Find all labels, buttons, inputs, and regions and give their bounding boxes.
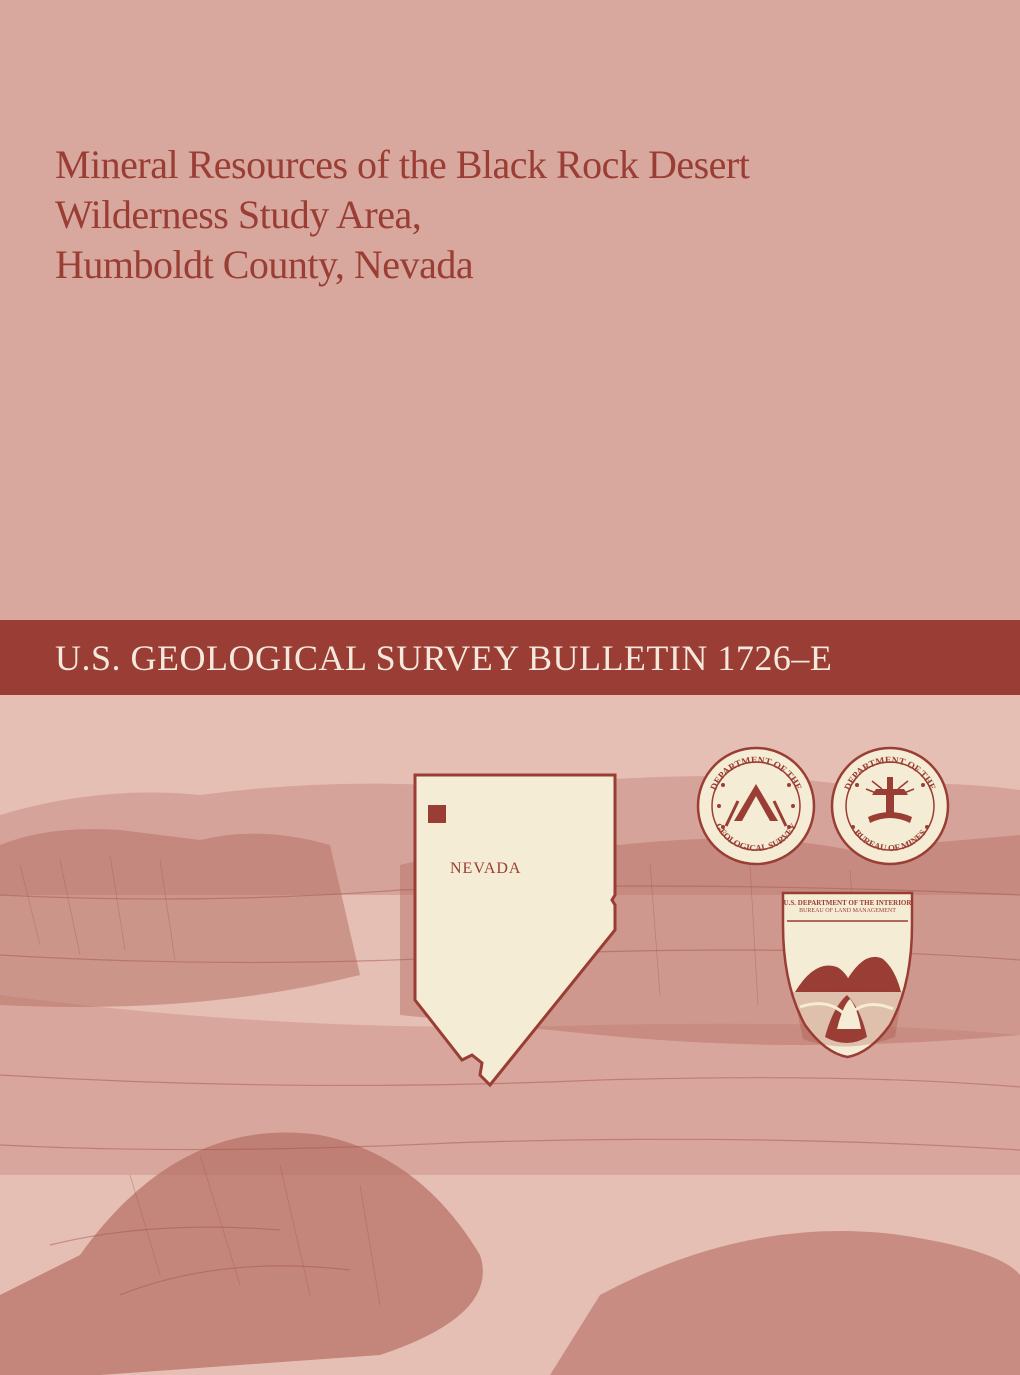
usgs-seal: DEPARTMENT OF THE GEOLOGICAL SURVEY: [695, 745, 817, 867]
usgs-seal-icon: DEPARTMENT OF THE GEOLOGICAL SURVEY: [695, 745, 817, 867]
illustration-section: NEVADA DEPARTMENT OF THE GEOLOGICAL SURV…: [0, 695, 1020, 1375]
document-title: Mineral Resources of the Black Rock Dese…: [55, 140, 965, 290]
bulletin-banner: U.S. GEOLOGICAL SURVEY BULLETIN 1726–E: [0, 620, 1020, 695]
title-line-1: Mineral Resources of the Black Rock Dese…: [55, 142, 749, 187]
bom-seal-icon: DEPARTMENT OF THE BUREAU OF MINES: [829, 745, 951, 867]
title-line-2: Wilderness Study Area,: [55, 192, 421, 237]
bureau-of-mines-seal: DEPARTMENT OF THE BUREAU OF MINES: [829, 745, 951, 867]
bulletin-number: U.S. GEOLOGICAL SURVEY BULLETIN 1726–E: [55, 637, 832, 679]
blm-badge: U.S. DEPARTMENT OF THE INTERIOR BUREAU O…: [775, 885, 920, 1060]
study-area-marker: [428, 805, 446, 823]
title-line-3: Humboldt County, Nevada: [55, 242, 473, 287]
upper-section: Mineral Resources of the Black Rock Dese…: [0, 0, 1020, 620]
nevada-outline: NEVADA: [400, 755, 630, 1095]
agency-seals: DEPARTMENT OF THE GEOLOGICAL SURVEY: [695, 745, 975, 867]
document-cover: Mineral Resources of the Black Rock Dese…: [0, 0, 1020, 1375]
nevada-label: NEVADA: [450, 860, 521, 878]
blm-dept-label: U.S. DEPARTMENT OF THE INTERIOR: [775, 899, 920, 907]
blm-bureau-label: BUREAU OF LAND MANAGEMENT: [775, 908, 920, 914]
